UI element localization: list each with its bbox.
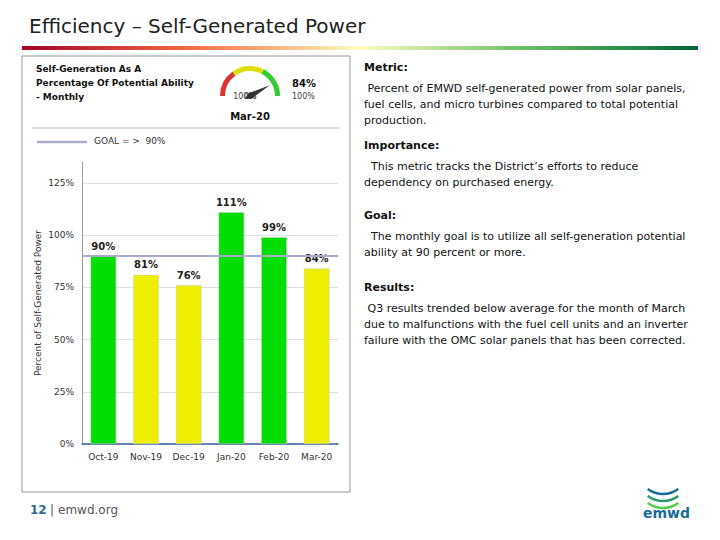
svg-text:75%: 75% xyxy=(54,282,74,292)
svg-text:Percentage Of Potential Abilit: Percentage Of Potential Ability xyxy=(36,78,194,88)
svg-text:50%: 50% xyxy=(54,335,74,345)
svg-text:0%: 0% xyxy=(60,439,75,449)
svg-text:Nov-19: Nov-19 xyxy=(130,452,162,462)
svg-text:- Monthly: - Monthly xyxy=(36,92,84,102)
svg-text:This metric tracks the Distric: This metric tracks the District’s effort… xyxy=(364,160,642,173)
svg-text:The monthly goal is to utilize: The monthly goal is to utilize all self-… xyxy=(364,230,689,243)
svg-text:84%: 84% xyxy=(305,253,329,264)
svg-text:Results:: Results: xyxy=(364,281,414,294)
svg-text:ability at 90 percent or more.: ability at 90 percent or more. xyxy=(364,246,526,259)
svg-text:Self-Generation As A: Self-Generation As A xyxy=(36,64,141,74)
svg-text:Q3 results trended below avera: Q3 results trended below average for the… xyxy=(364,302,689,315)
svg-text:90%: 90% xyxy=(91,241,115,252)
svg-text:dependency on purchased energy: dependency on purchased energy. xyxy=(364,176,554,189)
svg-text:25%: 25% xyxy=(54,387,74,397)
svg-text:Efficiency – Self-Generated Po: Efficiency – Self-Generated Power xyxy=(29,14,366,38)
svg-text:emwd: emwd xyxy=(643,505,690,521)
svg-text:100%: 100% xyxy=(292,92,315,101)
svg-text:emwd.org: emwd.org xyxy=(58,503,118,517)
svg-text:Dec-19: Dec-19 xyxy=(173,452,205,462)
svg-text:Mar-20: Mar-20 xyxy=(230,111,270,122)
svg-text:Metric:: Metric: xyxy=(364,61,408,74)
svg-text:Goal:: Goal: xyxy=(364,209,396,222)
svg-text:Percent of Self-Generated Powe: Percent of Self-Generated Power xyxy=(33,230,43,376)
svg-text:fuel cells, and micro turbines: fuel cells, and micro turbines compared … xyxy=(364,98,682,111)
svg-text:99%: 99% xyxy=(262,222,286,233)
svg-text:Oct-19: Oct-19 xyxy=(88,452,119,462)
svg-text:Percent of EMWD self-generated: Percent of EMWD self-generated power fro… xyxy=(364,82,689,95)
svg-text:100%: 100% xyxy=(48,230,74,240)
svg-text:production.: production. xyxy=(364,114,427,127)
svg-text:81%: 81% xyxy=(134,259,158,270)
svg-text:Feb-20: Feb-20 xyxy=(259,452,290,462)
svg-text:125%: 125% xyxy=(48,178,74,188)
svg-text:|: | xyxy=(50,503,54,517)
svg-text:Mar-20: Mar-20 xyxy=(301,452,332,462)
svg-text:Jan-20: Jan-20 xyxy=(216,452,246,462)
svg-text:12: 12 xyxy=(30,503,47,517)
svg-text:failure with the OMC solar pan: failure with the OMC solar panels that h… xyxy=(364,334,686,347)
svg-text:Importance:: Importance: xyxy=(364,139,439,152)
svg-text:111%: 111% xyxy=(216,197,247,208)
svg-text:84%: 84% xyxy=(292,78,316,89)
svg-text:100%: 100% xyxy=(233,91,256,101)
svg-text:76%: 76% xyxy=(177,270,201,281)
svg-text:due to malfunctions with the f: due to malfunctions with the fuel cell u… xyxy=(364,318,691,331)
svg-text:GOAL = > 90%: GOAL = > 90% xyxy=(94,136,166,146)
